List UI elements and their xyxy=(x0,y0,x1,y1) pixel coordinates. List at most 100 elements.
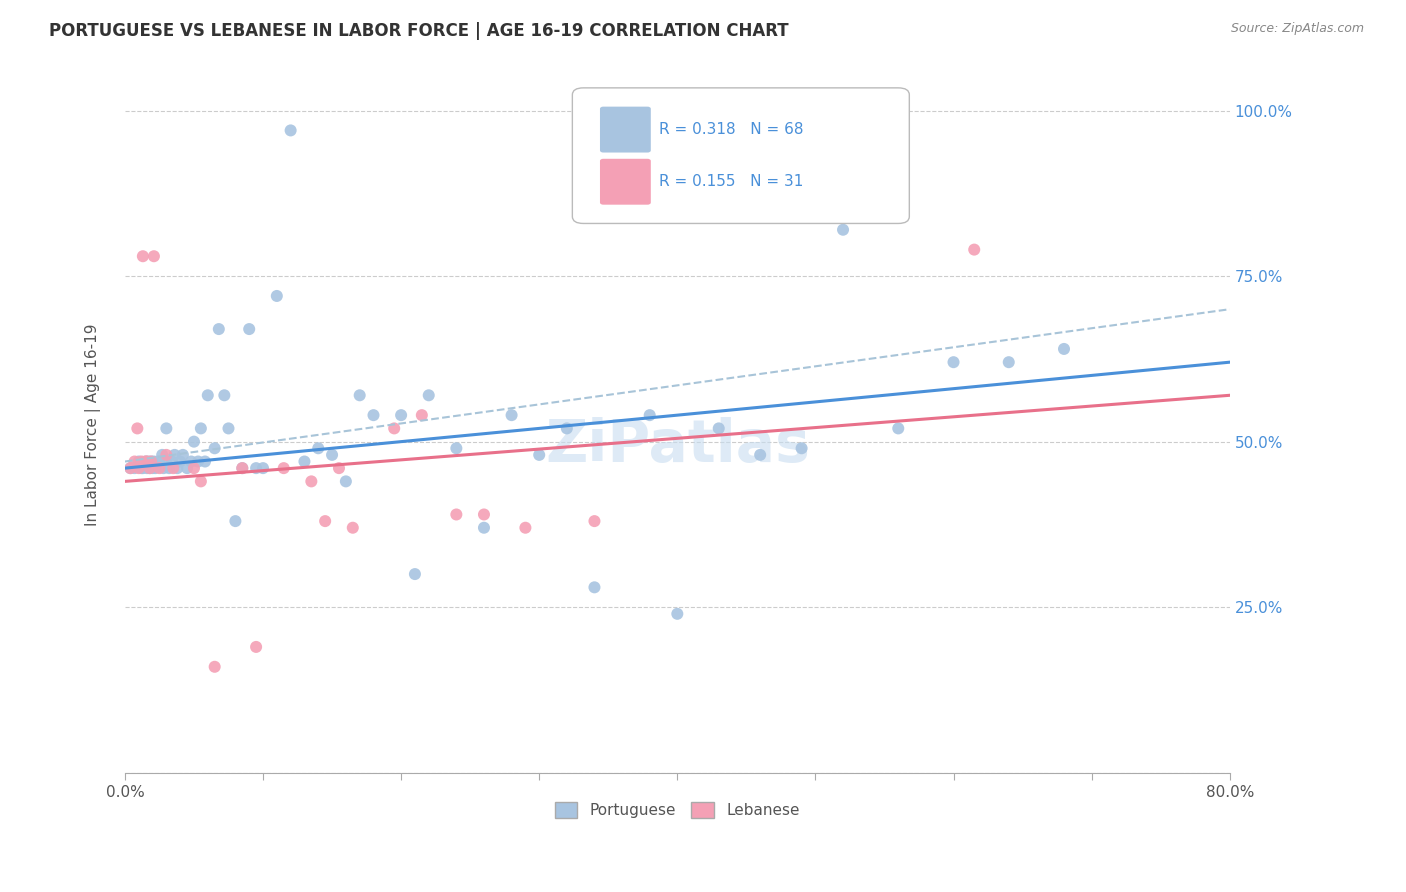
Point xyxy=(252,461,274,475)
Point xyxy=(404,567,426,582)
Point xyxy=(157,461,180,475)
Y-axis label: In Labor Force | Age 16-19: In Labor Force | Age 16-19 xyxy=(86,324,101,526)
Point xyxy=(307,442,329,456)
Point xyxy=(418,388,440,402)
Point xyxy=(131,461,153,475)
Point xyxy=(128,454,150,468)
Point xyxy=(138,454,160,468)
Point xyxy=(638,408,661,422)
Point xyxy=(666,607,689,621)
Point xyxy=(172,448,194,462)
Point xyxy=(148,461,170,475)
Point xyxy=(335,475,357,489)
Point xyxy=(141,461,163,475)
Point xyxy=(194,454,217,468)
Point xyxy=(166,461,188,475)
Point xyxy=(162,461,184,475)
Point xyxy=(204,660,226,674)
Point xyxy=(790,442,813,456)
FancyBboxPatch shape xyxy=(600,107,651,153)
Point xyxy=(155,421,177,435)
Point xyxy=(176,461,198,475)
Point xyxy=(472,508,495,522)
Point xyxy=(363,408,385,422)
Point xyxy=(349,388,371,402)
Point xyxy=(136,461,159,475)
Point xyxy=(328,461,350,475)
Point xyxy=(139,461,162,475)
Point xyxy=(382,421,405,435)
Point xyxy=(555,421,578,435)
Point xyxy=(187,454,209,468)
Point xyxy=(183,434,205,449)
Point xyxy=(501,408,523,422)
Point xyxy=(245,461,267,475)
Point xyxy=(389,408,412,422)
Point xyxy=(238,322,260,336)
Point xyxy=(132,249,155,263)
Point xyxy=(321,448,343,462)
Point xyxy=(707,421,730,435)
Point xyxy=(446,508,468,522)
FancyBboxPatch shape xyxy=(572,88,910,224)
Point xyxy=(155,454,177,468)
Point xyxy=(411,408,433,422)
Point xyxy=(190,475,212,489)
Text: R = 0.318   N = 68: R = 0.318 N = 68 xyxy=(658,122,803,137)
FancyBboxPatch shape xyxy=(600,159,651,204)
Point xyxy=(963,243,986,257)
Text: PORTUGUESE VS LEBANESE IN LABOR FORCE | AGE 16-19 CORRELATION CHART: PORTUGUESE VS LEBANESE IN LABOR FORCE | … xyxy=(49,22,789,40)
Point xyxy=(887,421,910,435)
Point xyxy=(314,514,336,528)
Point xyxy=(155,448,177,462)
Point xyxy=(124,461,146,475)
Point xyxy=(139,461,162,475)
Point xyxy=(124,454,146,468)
Point xyxy=(143,461,166,475)
Point xyxy=(208,322,231,336)
Point xyxy=(135,454,157,468)
Point xyxy=(1053,342,1076,356)
Point xyxy=(127,421,149,435)
Point xyxy=(160,454,183,468)
Point xyxy=(224,514,246,528)
Point xyxy=(218,421,240,435)
Point xyxy=(942,355,965,369)
Text: R = 0.155   N = 31: R = 0.155 N = 31 xyxy=(658,174,803,189)
Text: Source: ZipAtlas.com: Source: ZipAtlas.com xyxy=(1230,22,1364,36)
Point xyxy=(141,454,163,468)
Point xyxy=(446,442,468,456)
Point xyxy=(266,289,288,303)
Point xyxy=(135,454,157,468)
Point xyxy=(529,448,551,462)
Point xyxy=(245,640,267,654)
Point xyxy=(299,475,322,489)
Point xyxy=(997,355,1019,369)
Point xyxy=(583,580,606,594)
Point xyxy=(280,123,302,137)
Point xyxy=(141,454,163,468)
Point xyxy=(342,521,364,535)
Point xyxy=(749,448,772,462)
Point xyxy=(169,454,191,468)
Point xyxy=(120,461,142,475)
Text: ZiPatlas: ZiPatlas xyxy=(546,417,810,475)
Point xyxy=(142,249,165,263)
Point xyxy=(183,461,205,475)
Point xyxy=(583,514,606,528)
Point xyxy=(142,454,165,468)
Point xyxy=(231,461,253,475)
Point xyxy=(120,461,142,475)
Point xyxy=(136,454,159,468)
Point xyxy=(146,454,169,468)
Point xyxy=(515,521,537,535)
Point xyxy=(152,461,174,475)
Point xyxy=(294,454,316,468)
Point xyxy=(231,461,253,475)
Point xyxy=(180,454,202,468)
Point xyxy=(150,448,173,462)
Point xyxy=(832,223,855,237)
Point xyxy=(204,442,226,456)
Point xyxy=(214,388,236,402)
Point xyxy=(148,454,170,468)
